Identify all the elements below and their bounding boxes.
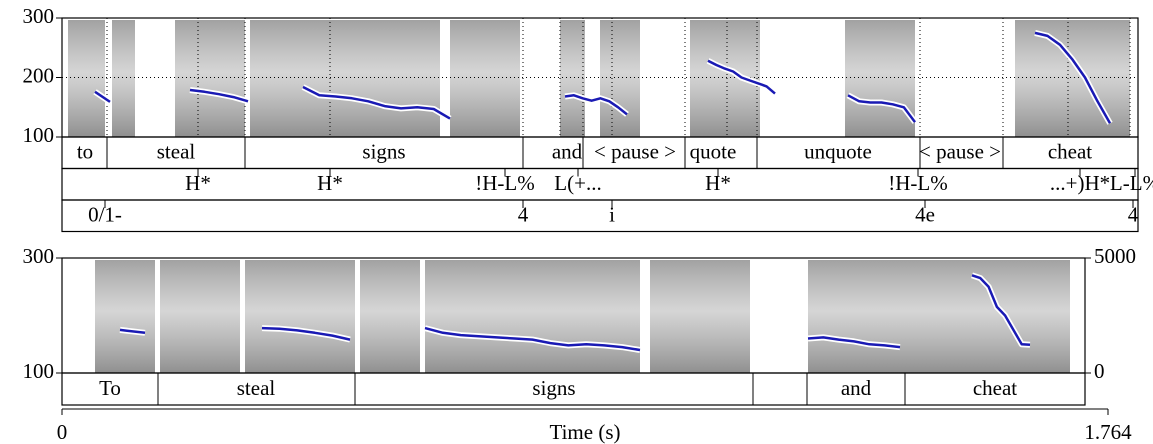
tier-label: 4 [1128,203,1139,227]
spectrogram [808,260,905,373]
tier-label: H* [705,171,731,195]
tier-label: To [99,376,121,400]
spectrogram [1015,20,1130,137]
spectrogram [245,260,355,373]
spectrogram [95,260,155,373]
y-tick-label: 300 [23,244,55,268]
pitch-track [424,326,641,352]
tier-frame [61,199,1139,233]
tier-label: H* [185,171,211,195]
x-axis-title: Time (s) [550,420,621,444]
tier-label: cheat [973,376,1017,400]
tier-label: 0/1- [88,203,122,227]
tier-label: i [609,203,615,227]
y-tick-label: 300 [23,4,55,28]
spectrogram [650,260,750,373]
spectrogram [330,20,440,137]
spectrogram [160,260,240,373]
y2-tick-label: 5000 [1094,244,1136,268]
tier-label: L-L% [1110,171,1153,195]
tier-label: steal [237,376,276,400]
tier-frame [61,372,1086,406]
y2-tick-label: 0 [1094,359,1105,383]
tier-label: unquote [804,140,872,164]
tier-label: !H-L% [475,171,534,195]
spectrogram [905,260,1070,373]
pitch-track [847,94,916,123]
pitch-track [261,326,351,341]
spectrogram [250,20,330,137]
spectrogram [112,20,135,137]
tier-label: H* [317,171,343,195]
tier-label: < pause > [594,140,676,164]
y-tick-label: 100 [23,123,55,147]
spectrogram [450,20,520,137]
pitch-track [1034,31,1112,124]
x-tick-label: 0 [57,420,68,444]
y-tick-label: 200 [23,63,55,87]
tier-label: steal [157,140,196,164]
spectrogram [600,20,640,137]
tier-label: < pause > [919,140,1001,164]
spectrogram [68,20,105,137]
tier-label: !H-L% [888,171,947,195]
pitch-track [807,336,901,349]
pitch-track [302,85,451,120]
pitch-track [119,328,146,335]
tier-label: 4e [915,203,935,227]
tier-label: and [552,140,583,164]
tier-label: signs [532,376,575,400]
pitch-track [707,59,776,95]
spectrogram [560,20,585,137]
tier-label: signs [362,140,405,164]
tier-label: 4 [518,203,529,227]
pitch-track [971,274,1031,347]
pitch-track [564,94,628,116]
tier-label: and [841,376,872,400]
pitch-track [189,88,249,103]
x-tick-label: 1.764 [1084,420,1132,444]
tier-label: to [77,140,93,164]
spectrogram [425,260,640,373]
tier-label: ...+)H* [1050,171,1110,195]
tier-label: L(+... [554,171,601,195]
spectrogram [175,20,245,137]
spectrogram [845,20,915,137]
tier-label: cheat [1048,140,1092,164]
spectrogram [360,260,420,373]
pitch-track [94,90,111,103]
y-tick-label: 100 [23,359,55,383]
tier-label: quote [690,140,737,164]
